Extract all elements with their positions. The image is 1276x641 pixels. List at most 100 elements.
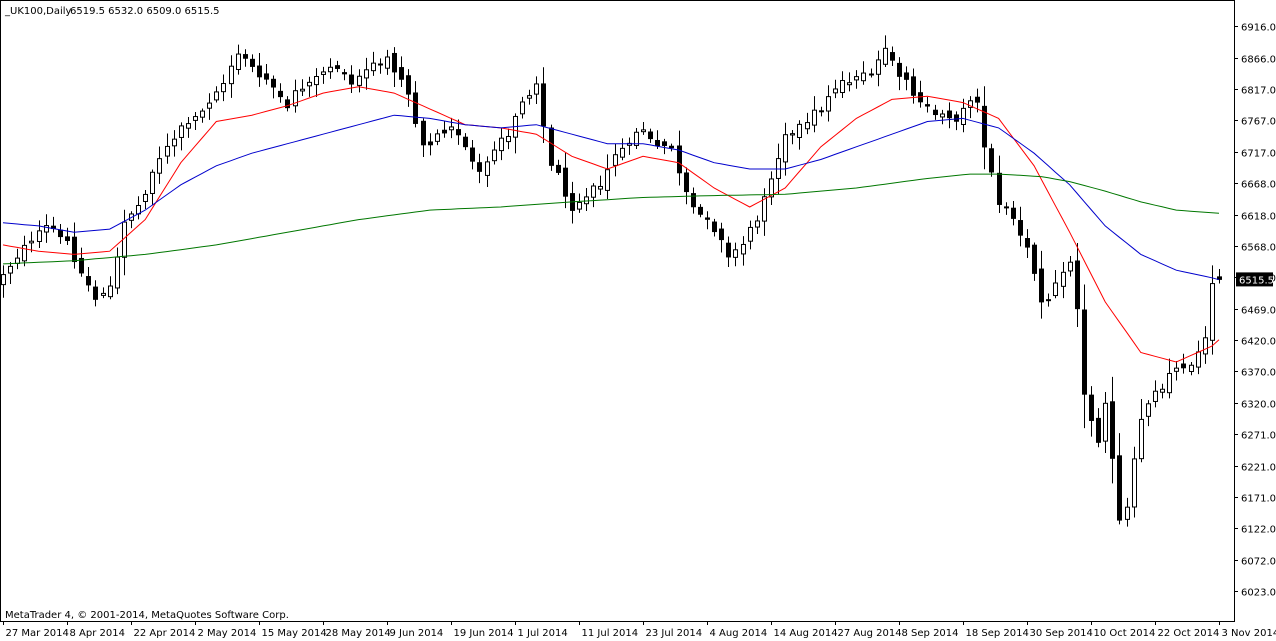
candle xyxy=(961,98,966,133)
candle-body-bull xyxy=(157,158,162,174)
candle xyxy=(108,276,113,300)
candle xyxy=(1075,243,1080,328)
candle xyxy=(179,122,184,151)
candle-body-bear xyxy=(406,75,411,95)
candle-body-bull xyxy=(1153,390,1158,402)
candle xyxy=(691,187,696,214)
candle-body-bear xyxy=(698,206,703,215)
price-tick-label: 6221.0 xyxy=(1241,463,1276,474)
candle-body-bear xyxy=(705,217,710,220)
candle xyxy=(527,89,532,105)
moving-average-line-100 xyxy=(2,173,1220,265)
candle-body-bear xyxy=(662,141,667,146)
candle xyxy=(1117,433,1122,525)
candle xyxy=(989,143,994,177)
candle-body-bull xyxy=(826,96,831,112)
candle xyxy=(790,130,795,145)
candle xyxy=(115,247,120,295)
candle-body-bear xyxy=(655,140,660,147)
candle xyxy=(755,215,760,235)
candle-body-bull xyxy=(641,129,646,133)
candle-body-bull xyxy=(492,149,497,162)
candle-body-bull xyxy=(833,88,838,94)
time-tick-label: 8 Apr 2014 xyxy=(70,628,125,639)
candle-body-bear xyxy=(285,99,290,109)
candle-body-bull xyxy=(449,126,454,131)
candle-body-bear xyxy=(691,193,696,208)
candle-body-bull xyxy=(534,83,539,95)
time-tick-label: 1 Jul 2014 xyxy=(518,628,568,639)
candle xyxy=(819,106,824,117)
candle xyxy=(1167,358,1172,399)
candle-body-bull xyxy=(207,102,212,109)
candle-body-bull xyxy=(1146,403,1151,417)
candle xyxy=(1181,353,1186,374)
candle xyxy=(1196,340,1201,375)
candle xyxy=(883,35,888,68)
candle-body-bull xyxy=(769,178,774,198)
candle-body-bull xyxy=(940,113,945,118)
candle xyxy=(684,167,689,205)
candle xyxy=(925,97,930,113)
candle xyxy=(911,68,916,104)
candle-body-bull xyxy=(1160,388,1165,393)
candle-body-bull xyxy=(314,76,319,86)
candle xyxy=(122,209,127,276)
candle xyxy=(541,67,546,143)
candle xyxy=(577,193,582,213)
candle xyxy=(591,183,596,208)
candle xyxy=(357,69,362,93)
candle-body-bull xyxy=(321,71,326,75)
candle xyxy=(207,93,212,120)
current-price-label: 6515.5 xyxy=(1239,275,1274,286)
candle-body-bear xyxy=(1089,394,1094,421)
candle xyxy=(399,56,404,87)
time-tick-label: 4 Aug 2014 xyxy=(710,628,768,639)
candle-body-bear xyxy=(79,257,84,274)
candle xyxy=(641,121,646,135)
candle xyxy=(933,104,938,120)
price-axis: 6916.0 6866.0 6817.0 6767.0 6717.0 6668.0 6618… xyxy=(1234,23,1276,599)
price-tick-label: 6469.0 xyxy=(1241,306,1276,317)
candle-body-bear xyxy=(1082,309,1087,395)
candle xyxy=(15,248,20,270)
candle-body-bull xyxy=(435,133,440,142)
candle xyxy=(698,204,703,218)
candle-body-bull xyxy=(527,95,532,99)
candle-body-bear xyxy=(264,73,269,80)
candle-body-bull xyxy=(108,285,113,298)
candle xyxy=(605,154,610,199)
candle xyxy=(783,122,788,176)
candle-body-bull xyxy=(876,59,881,75)
candle-body-bull xyxy=(15,257,20,264)
candle xyxy=(250,54,255,73)
moving-averages-layer xyxy=(2,86,1220,363)
candle xyxy=(833,79,838,99)
candles-layer xyxy=(1,35,1222,527)
candle xyxy=(520,96,525,119)
candle-body-bull xyxy=(1203,337,1208,355)
candle-body-bull xyxy=(584,196,589,205)
candle-body-bear xyxy=(342,72,347,75)
copyright-text: MetaTrader 4, © 2001-2014, MetaQuotes So… xyxy=(5,610,289,621)
candle xyxy=(58,224,63,244)
moving-average-line-25 xyxy=(2,114,1220,281)
candle xyxy=(968,96,973,119)
candle-body-bull xyxy=(29,240,34,244)
candle-body-bear xyxy=(86,276,91,286)
price-tick-label: 6767.0 xyxy=(1241,117,1276,128)
candle-body-bear xyxy=(684,172,689,193)
candle-body-bull xyxy=(797,123,802,138)
candle xyxy=(442,121,447,138)
candle xyxy=(1068,256,1073,277)
candle-body-bull xyxy=(8,265,13,274)
candle xyxy=(349,65,354,94)
candle xyxy=(186,117,191,138)
candle-body-bear xyxy=(1018,220,1023,236)
candle-body-bull xyxy=(385,56,390,69)
candle xyxy=(1046,293,1051,307)
candle xyxy=(101,287,106,299)
price-tick-label: 6717.0 xyxy=(1241,149,1276,160)
